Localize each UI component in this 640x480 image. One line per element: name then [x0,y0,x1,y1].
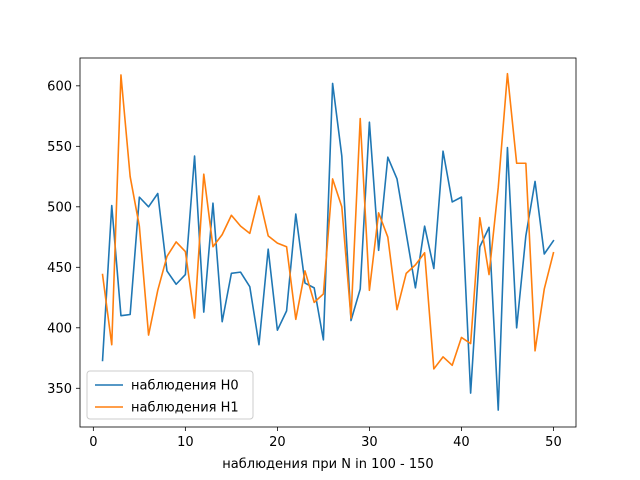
y-tick-label: 550 [47,140,72,155]
y-tick-label: 400 [47,321,72,336]
y-tick-label: 350 [47,382,72,397]
legend: наблюдения H0 наблюдения H1 [86,370,254,420]
x-axis-ticks: 0 10 20 30 40 50 [89,427,562,450]
legend-label-1: наблюдения H0 [131,379,239,394]
x-tick-label: 0 [89,435,97,450]
legend-box [86,370,254,420]
y-axis-ticks: 350 400 450 500 550 600 [47,79,80,397]
plot-frame [79,57,577,428]
series-line-2 [101,72,555,370]
x-tick-label: 10 [177,435,194,450]
x-tick-label: 20 [269,435,286,450]
y-tick-label: 500 [47,200,72,215]
x-tick-label: 40 [453,435,470,450]
series-line-1 [101,82,555,411]
x-axis-label: наблюдения при N in 100 - 150 [222,457,433,472]
y-tick-label: 450 [47,261,72,276]
x-tick-label: 30 [361,435,378,450]
legend-label-2: наблюдения H1 [131,401,239,416]
plot-lines [101,72,555,411]
x-tick-label: 50 [545,435,562,450]
y-tick-label: 600 [47,79,72,94]
